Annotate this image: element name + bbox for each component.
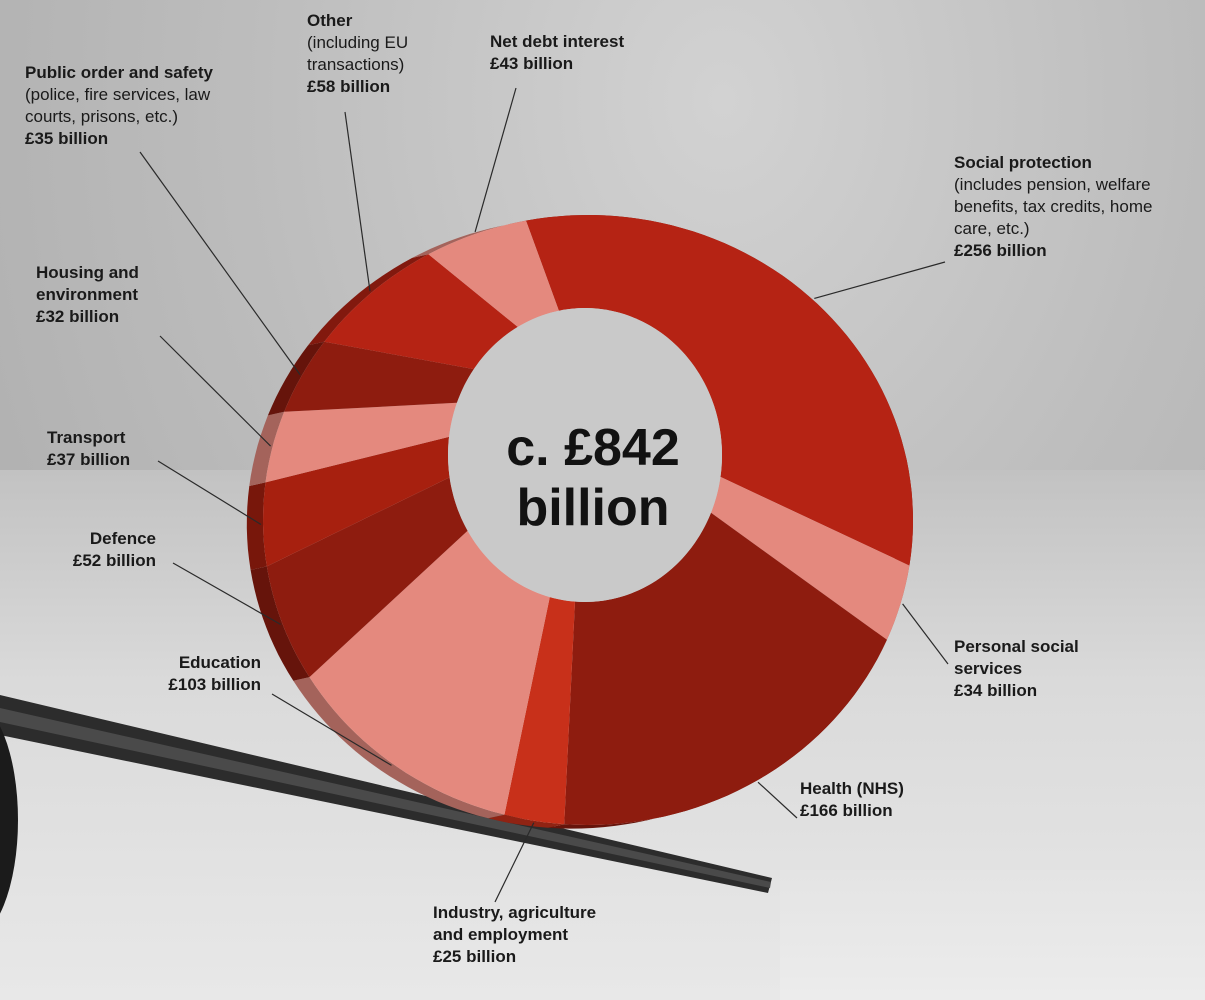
slice-side-8 xyxy=(267,341,325,416)
slice-value: £32 billion xyxy=(36,307,120,326)
slice-value: £52 billion xyxy=(72,551,156,570)
slice-side-7 xyxy=(249,411,285,486)
slice-label-education: Education £103 billion xyxy=(100,652,261,696)
slice-label-public-order: Public order and safety (police, fire se… xyxy=(25,62,260,150)
slice-industry-agriculture-and-employment xyxy=(504,597,575,825)
slice-value: £43 billion xyxy=(490,54,574,73)
slice-education xyxy=(309,530,550,815)
slice-side-6 xyxy=(246,482,267,570)
slice-label-transport: Transport £37 billion xyxy=(47,427,177,471)
slice-transport xyxy=(263,436,450,567)
slice-note: (includes pension, welfare benefits, tax… xyxy=(954,175,1153,238)
slice-value: £35 billion xyxy=(25,129,109,148)
leader-line-7 xyxy=(159,335,272,447)
leader-line-10 xyxy=(474,87,517,233)
slice-label-industry: Industry, agriculture and employment £25… xyxy=(433,902,623,968)
slice-note: (police, fire services, law courts, pris… xyxy=(25,85,211,126)
leader-line-0 xyxy=(814,261,946,299)
leader-line-8 xyxy=(139,151,301,375)
slice-label-other: Other (including EU transactions) £58 bi… xyxy=(307,10,457,98)
slice-name: Education xyxy=(178,653,261,672)
slice-side-10 xyxy=(412,220,526,258)
leader-line-6 xyxy=(157,460,262,526)
slice-value: £103 billion xyxy=(168,675,261,694)
slice-value: £166 billion xyxy=(800,801,893,820)
slice-name: Industry, agriculture and employment xyxy=(433,903,597,944)
slice-health-nhs xyxy=(564,512,887,825)
slice-net-debt-interest xyxy=(428,220,559,327)
background-block xyxy=(780,870,1205,1000)
leader-lines xyxy=(139,87,949,903)
slice-side-9 xyxy=(308,254,429,346)
slice-name: Other xyxy=(307,11,353,30)
slice-name: Public order and safety xyxy=(25,63,213,82)
slice-public-order-and-safety xyxy=(284,341,474,412)
center-total-label: c. £842 billion xyxy=(506,419,680,537)
slice-label-health: Health (NHS) £166 billion xyxy=(800,778,970,822)
leader-line-5 xyxy=(172,562,281,625)
leader-line-9 xyxy=(344,111,371,292)
leader-line-1 xyxy=(902,603,949,665)
slice-social-protection xyxy=(526,215,913,566)
leader-line-3 xyxy=(494,822,535,903)
slice-name: Personal social services xyxy=(954,637,1079,678)
slice-label-personal-social-services: Personal social services £34 billion xyxy=(954,636,1134,702)
slice-label-social-protection: Social protection (includes pension, wel… xyxy=(954,152,1194,262)
leader-line-4 xyxy=(271,693,392,766)
slice-value: £256 billion xyxy=(954,241,1047,260)
slice-personal-social-services xyxy=(711,476,910,640)
leader-line-2 xyxy=(757,781,798,819)
slice-name: Transport xyxy=(47,428,126,447)
slice-value: £58 billion xyxy=(307,77,391,96)
donut-slices xyxy=(263,215,913,825)
slice-name: Housing and environment xyxy=(36,263,139,304)
seesaw-decoration xyxy=(0,695,772,914)
slice-label-defence: Defence £52 billion xyxy=(40,528,156,572)
slice-side-4 xyxy=(293,677,505,819)
slice-side-3 xyxy=(488,814,565,828)
slice-other xyxy=(324,254,518,370)
slice-housing-and-environment xyxy=(265,402,457,483)
donut-hole xyxy=(448,308,722,602)
slice-value: £37 billion xyxy=(47,450,131,469)
slice-value: £34 billion xyxy=(954,681,1038,700)
slice-label-net-debt-interest: Net debt interest £43 billion xyxy=(490,31,670,75)
slice-value: £25 billion xyxy=(433,947,517,966)
slice-note: (including EU transactions) xyxy=(307,33,409,74)
slice-label-housing: Housing and environment £32 billion xyxy=(36,262,176,328)
slice-name: Health (NHS) xyxy=(800,779,904,798)
slice-name: Defence xyxy=(89,529,156,548)
slice-name: Net debt interest xyxy=(490,32,625,51)
slice-name: Social protection xyxy=(954,153,1092,172)
slice-defence xyxy=(266,477,468,678)
